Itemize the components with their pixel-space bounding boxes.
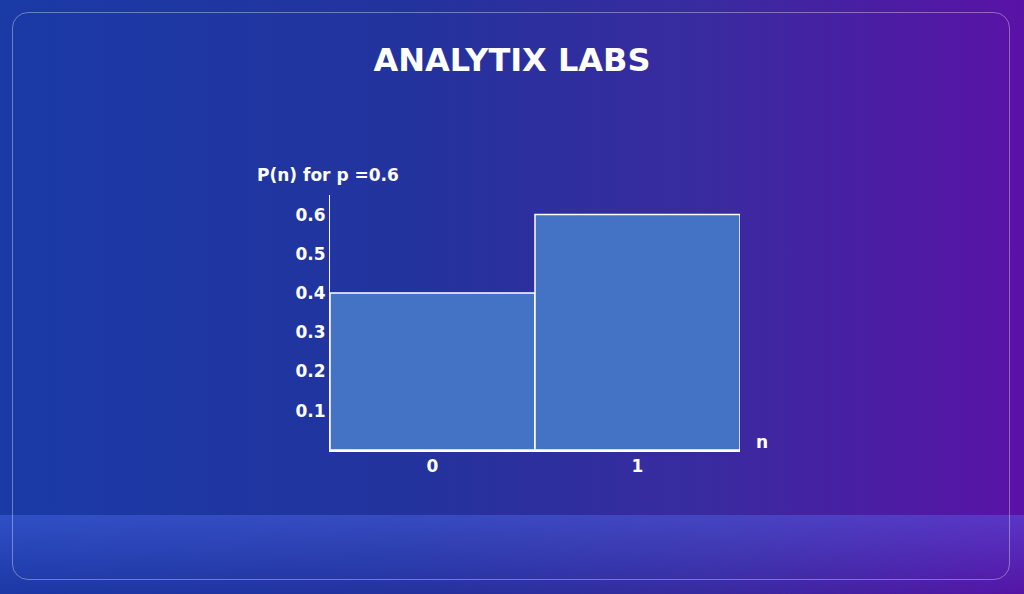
svg-text:P(n) for p =0.6: P(n) for p =0.6 xyxy=(257,165,399,185)
svg-text:0.6: 0.6 xyxy=(295,205,325,225)
svg-text:1: 1 xyxy=(632,456,644,476)
svg-text:0.2: 0.2 xyxy=(295,361,325,381)
svg-text:n: n xyxy=(756,432,768,452)
svg-text:0.4: 0.4 xyxy=(295,283,325,303)
svg-text:ANALYTIX LABS: ANALYTIX LABS xyxy=(373,41,650,79)
svg-text:0.5: 0.5 xyxy=(295,244,325,264)
svg-text:0.1: 0.1 xyxy=(295,401,325,421)
svg-text:0: 0 xyxy=(427,456,439,476)
svg-text:0.3: 0.3 xyxy=(295,322,325,342)
